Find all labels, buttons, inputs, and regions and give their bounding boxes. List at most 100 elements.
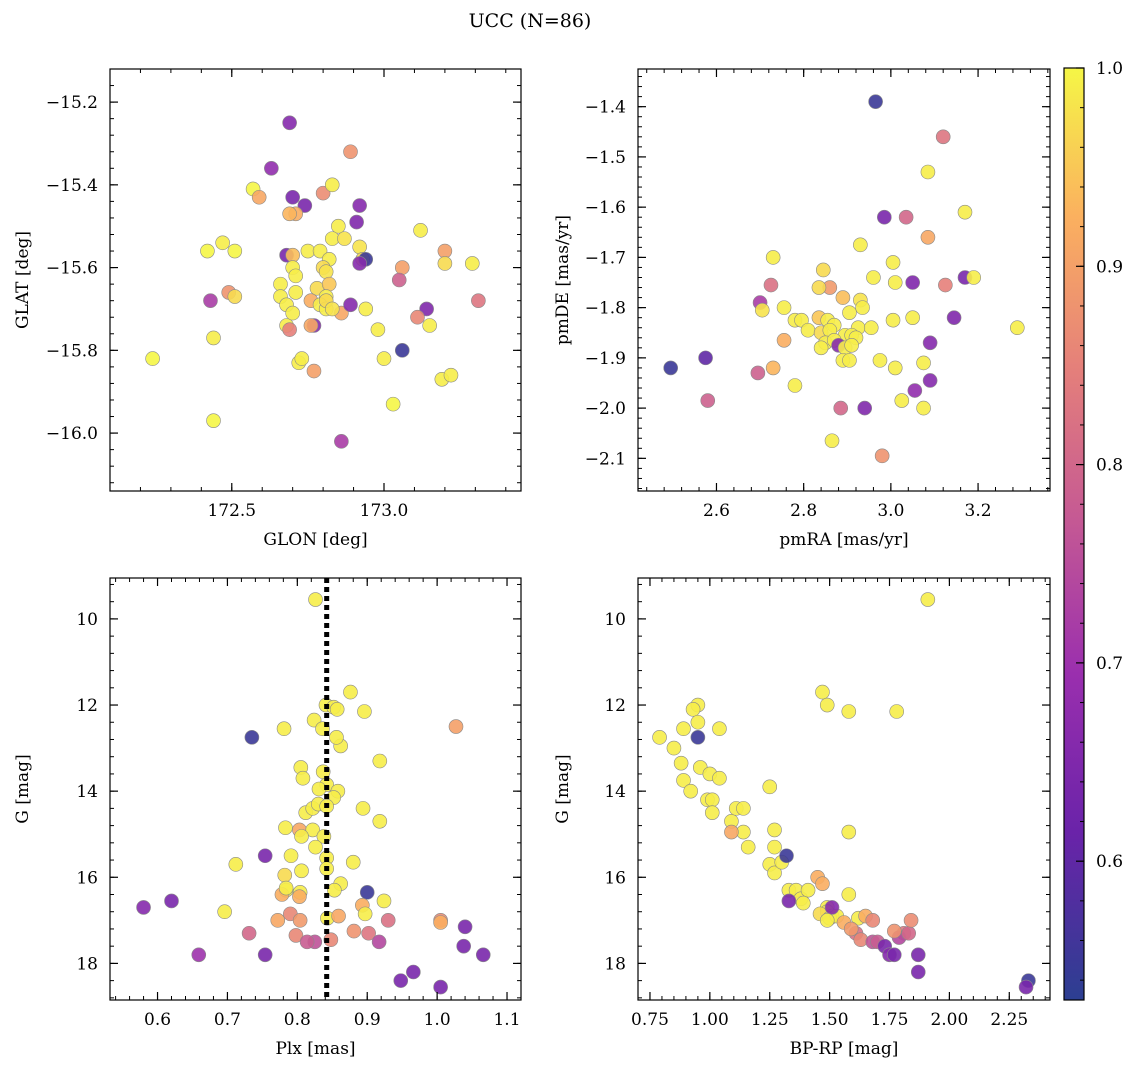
- data-point: [385, 396, 401, 412]
- data-point: [841, 704, 857, 719]
- x-tick-label: 173.0: [360, 501, 409, 521]
- data-point: [903, 913, 919, 928]
- data-point: [352, 239, 367, 255]
- y-axis-label: G [mag]: [13, 754, 33, 823]
- data-point: [206, 413, 221, 428]
- data-point: [905, 275, 920, 290]
- colorbar-tick-label: 0.9: [1096, 257, 1123, 277]
- data-point: [285, 189, 300, 205]
- data-point: [767, 839, 782, 855]
- data-point: [776, 300, 792, 315]
- data-point: [857, 400, 873, 416]
- data-point: [394, 260, 410, 275]
- points-2: [663, 94, 1025, 464]
- data-point: [308, 839, 323, 855]
- data-point: [464, 256, 480, 271]
- y-tick-label: −15.4: [46, 176, 98, 196]
- data-point: [278, 820, 293, 836]
- y-tick-label: −1.7: [585, 248, 626, 268]
- y-tick-label: −15.2: [46, 93, 98, 113]
- data-point: [877, 209, 892, 225]
- data-point: [885, 255, 901, 270]
- data-point: [779, 848, 794, 864]
- x-tick-label: 2.8: [790, 501, 817, 521]
- data-point: [215, 235, 230, 251]
- y-tick-label: −16.0: [46, 424, 98, 444]
- data-point: [315, 185, 331, 201]
- data-point: [277, 867, 293, 883]
- data-point: [815, 262, 831, 278]
- data-point: [475, 947, 491, 963]
- data-point: [865, 913, 881, 928]
- data-point: [843, 921, 859, 937]
- data-point: [278, 880, 294, 896]
- data-point: [288, 268, 304, 284]
- data-point: [863, 320, 879, 336]
- x-tick-label: 1.75: [871, 1010, 909, 1030]
- x-tick-label: 1.00: [691, 1010, 729, 1030]
- data-point: [787, 378, 803, 393]
- data-point: [329, 730, 344, 745]
- data-point: [422, 318, 437, 333]
- data-point: [754, 302, 770, 318]
- y-tick-label: 12: [604, 696, 626, 716]
- data-point: [145, 351, 160, 366]
- data-point: [905, 310, 920, 325]
- data-point: [437, 256, 453, 271]
- data-point: [887, 275, 903, 290]
- y-tick-label: 14: [76, 782, 98, 802]
- data-point: [324, 301, 340, 317]
- data-point: [292, 889, 307, 904]
- data-point: [203, 293, 218, 308]
- data-point: [957, 204, 973, 220]
- data-point: [920, 164, 936, 180]
- data-point: [371, 934, 387, 950]
- data-point: [372, 753, 388, 769]
- colorbar-tick-label: 1.0: [1096, 59, 1123, 79]
- data-point: [685, 702, 701, 717]
- data-point: [767, 865, 782, 881]
- data-point: [874, 448, 890, 464]
- data-point: [305, 822, 321, 838]
- data-point: [690, 714, 706, 730]
- data-point: [323, 932, 339, 948]
- data-point: [781, 893, 797, 909]
- data-point: [311, 781, 327, 797]
- colorbar-gradient: [1063, 67, 1085, 1001]
- y-tick-label: −2.1: [585, 449, 626, 469]
- x-tick-label: 1.25: [751, 1010, 789, 1030]
- data-point: [288, 928, 304, 943]
- data-point: [762, 779, 778, 795]
- data-point: [285, 305, 300, 321]
- data-point: [776, 332, 792, 348]
- data-point: [736, 801, 751, 816]
- data-point: [334, 434, 349, 449]
- x-tick-label: 0.7: [214, 1010, 241, 1030]
- data-point: [835, 290, 851, 305]
- data-point: [359, 885, 375, 900]
- data-point: [815, 684, 830, 700]
- data-point: [855, 300, 870, 315]
- data-point: [767, 822, 782, 838]
- data-point: [842, 305, 857, 320]
- data-point: [346, 923, 362, 939]
- data-point: [282, 206, 297, 222]
- data-point: [824, 433, 840, 449]
- data-point: [922, 373, 938, 388]
- data-point: [815, 876, 830, 892]
- x-tick-label: 2.00: [930, 1010, 968, 1030]
- data-point: [349, 214, 364, 230]
- data-point: [819, 697, 835, 713]
- data-point: [920, 592, 936, 607]
- data-point: [358, 301, 374, 317]
- data-point: [946, 310, 962, 325]
- data-point: [276, 721, 292, 737]
- data-point: [285, 247, 300, 263]
- data-point: [887, 923, 902, 939]
- data-point: [343, 297, 358, 313]
- data-point: [380, 913, 396, 928]
- data-point: [191, 947, 207, 963]
- data-point: [294, 863, 309, 879]
- x-tick-label: 3.0: [877, 501, 904, 521]
- y-axis-label: GLAT [deg]: [13, 231, 33, 329]
